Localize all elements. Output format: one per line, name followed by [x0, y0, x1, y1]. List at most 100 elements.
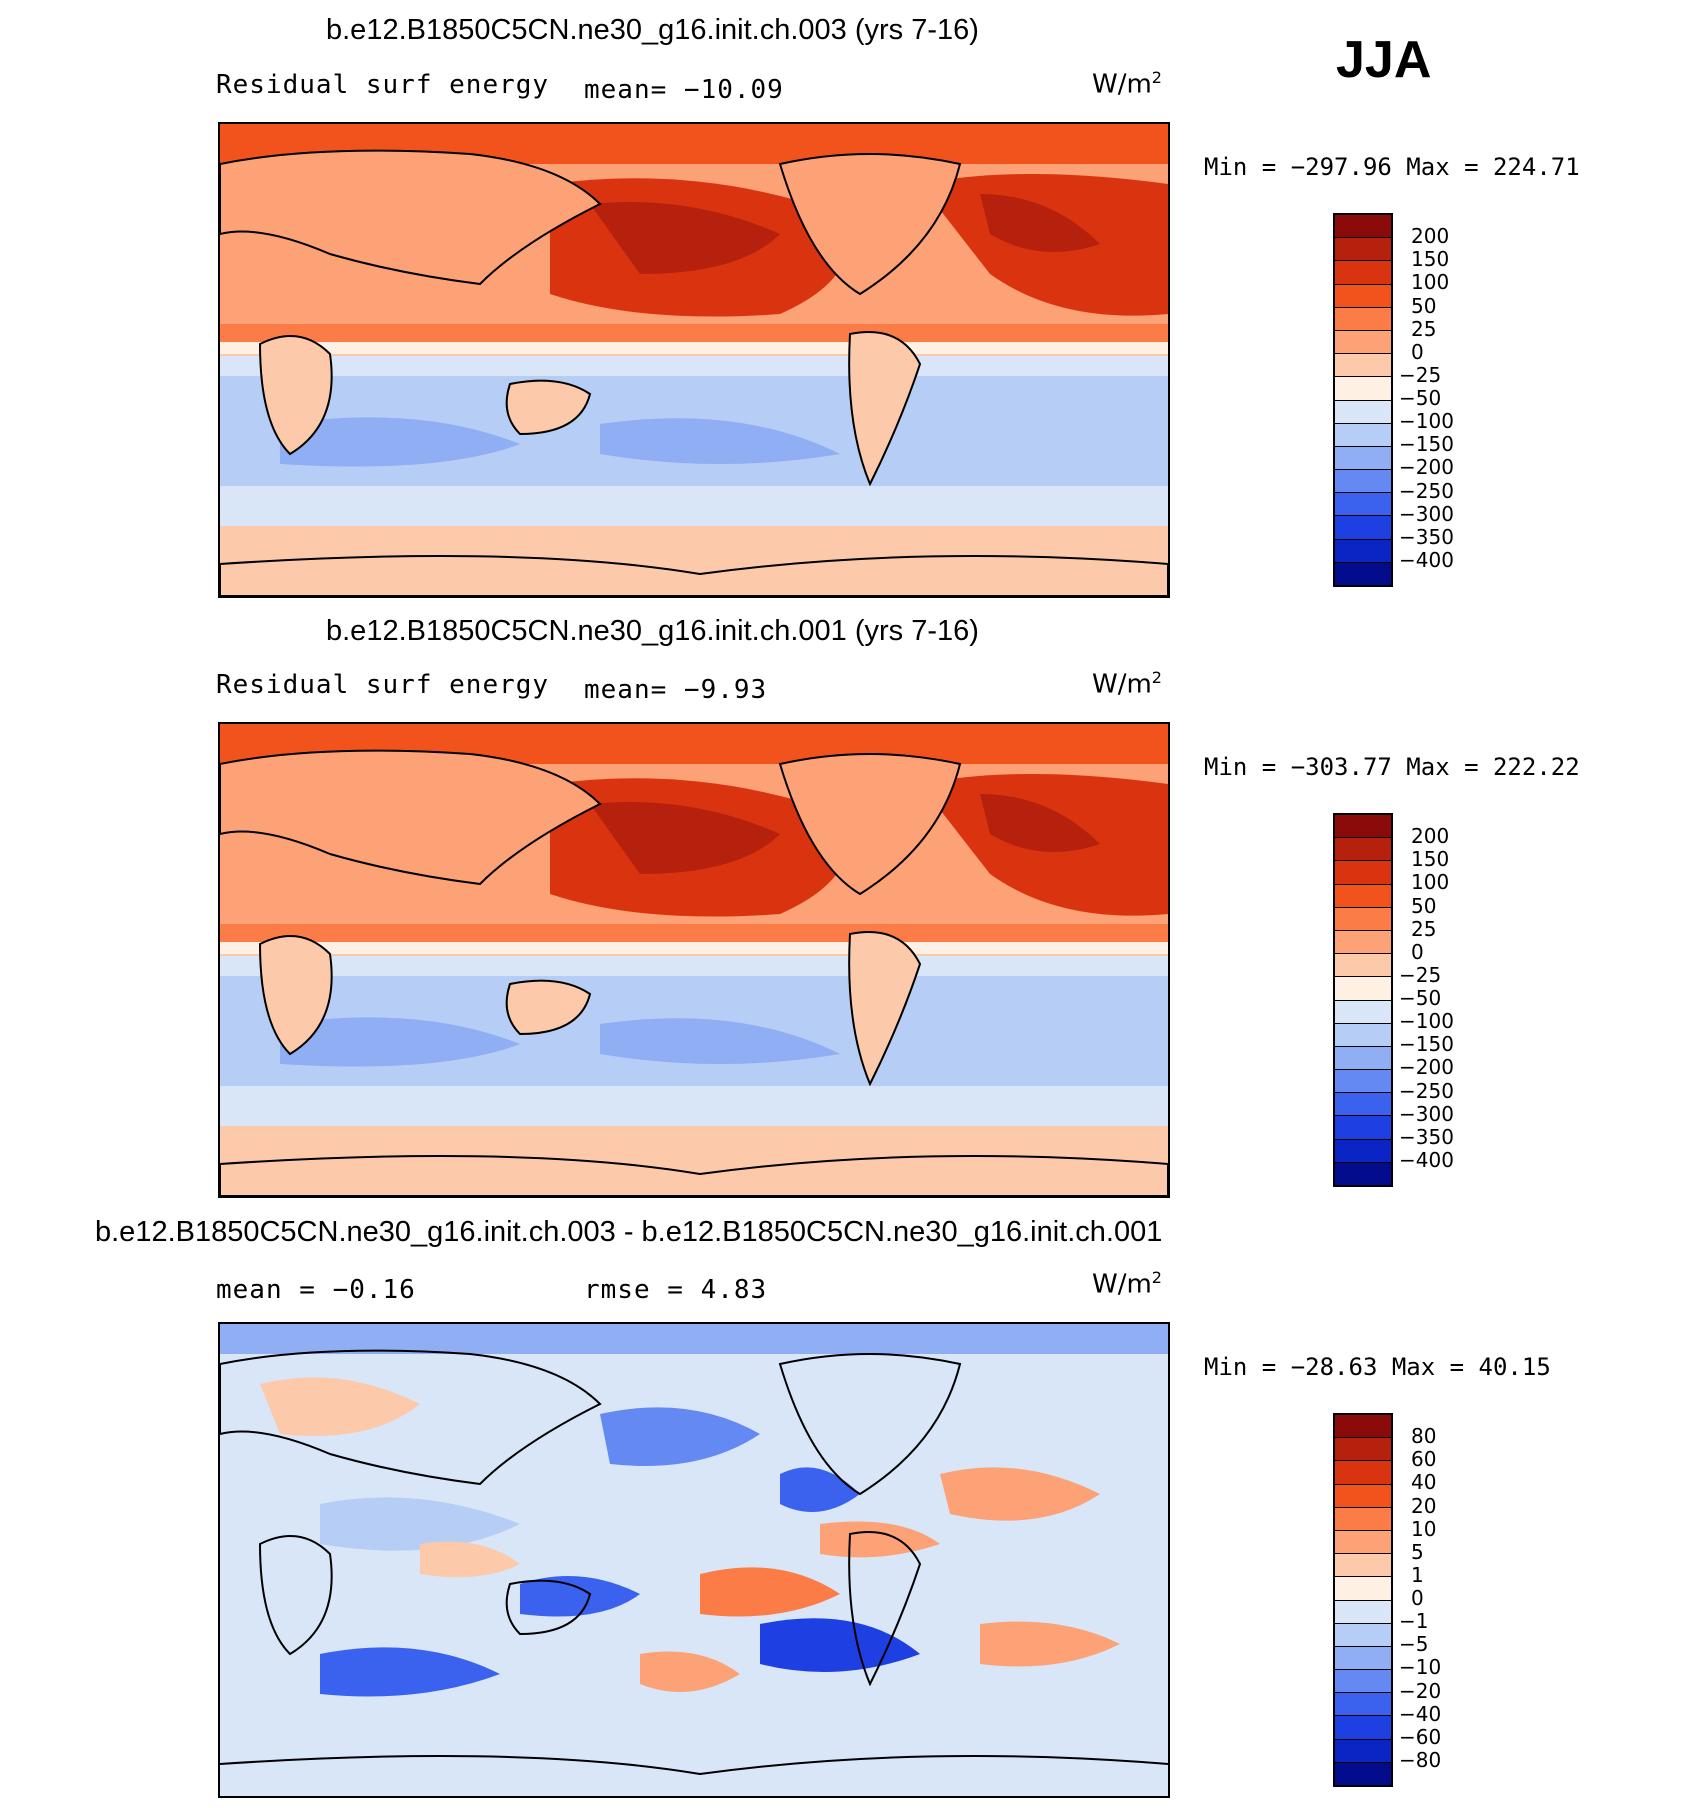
colorbar-label: 80: [1411, 1424, 1437, 1449]
colorbar-swatch: [1335, 1716, 1391, 1740]
panel2-units: W/m2: [1092, 668, 1162, 700]
colorbar-swatch: [1335, 470, 1391, 494]
colorbar-swatch: [1335, 1554, 1391, 1578]
colorbar-label: −50: [1399, 986, 1442, 1010]
colorbar-label: 100: [1411, 270, 1450, 295]
colorbar-swatch: [1335, 423, 1391, 447]
colorbar-swatch: [1335, 562, 1391, 585]
colorbar-label: 10: [1411, 1516, 1437, 1541]
colorbar-label: −150: [1399, 432, 1454, 457]
panel2-mean-label: mean= −9.93: [584, 675, 768, 705]
colorbar-label: 0: [1411, 939, 1424, 964]
colorbar-label: −200: [1399, 1055, 1454, 1080]
colorbar-label: −100: [1399, 1009, 1454, 1034]
colorbar-swatch: [1335, 1693, 1391, 1717]
colorbar-swatch: [1335, 446, 1391, 471]
colorbar-label: 50: [1411, 893, 1437, 918]
colorbar-label: −25: [1399, 962, 1442, 987]
panel2-map-graphic: [220, 724, 1168, 1196]
colorbar-label: 25: [1411, 316, 1437, 341]
panel3-minmax: Min = −28.63 Max = 40.15: [1204, 1353, 1551, 1381]
colorbar-swatch: [1335, 1577, 1391, 1601]
colorbar-label: −50: [1399, 386, 1442, 410]
colorbar-swatch: [1335, 1116, 1391, 1140]
panel2-colorbar-labels: 200 150 100 50 25 0 −25 −50 −100 −150 −200 −250 −300…: [1399, 813, 1499, 1183]
panel1-colorbar: [1333, 213, 1393, 587]
colorbar-label: 150: [1411, 247, 1450, 272]
panel2-field-label: Residual surf energy: [216, 670, 550, 700]
colorbar-swatch: [1335, 261, 1391, 285]
colorbar-label: 0: [1411, 339, 1424, 364]
colorbar-swatch: [1335, 354, 1391, 378]
colorbar-swatch: [1335, 1046, 1391, 1071]
colorbar-swatch: [1335, 1000, 1391, 1024]
panel1-field-label: Residual surf energy: [216, 70, 550, 100]
colorbar-label: −400: [1399, 1147, 1454, 1172]
colorbar-label: −300: [1399, 501, 1454, 526]
colorbar-label: 50: [1411, 293, 1437, 318]
colorbar-label: −60: [1399, 1724, 1442, 1749]
colorbar-label: −40: [1399, 1701, 1442, 1726]
colorbar-label: 200: [1411, 224, 1450, 249]
panel1-colorbar-labels: 200 150 100 50 25 0 −25 −50 −100 −150 −200 −250 −300…: [1399, 213, 1499, 583]
colorbar-label: 150: [1411, 847, 1450, 872]
colorbar-swatch: [1335, 1670, 1391, 1694]
colorbar-swatch: [1335, 516, 1391, 540]
colorbar-swatch: [1335, 954, 1391, 978]
panel3-map-graphic: [220, 1324, 1168, 1796]
colorbar-swatch: [1335, 1070, 1391, 1094]
colorbar-swatch: [1335, 1484, 1391, 1508]
colorbar-swatch: [1335, 1162, 1391, 1185]
colorbar-swatch: [1335, 493, 1391, 517]
panel3-mean-label: mean = −0.16: [216, 1275, 416, 1305]
colorbar-label: 40: [1411, 1470, 1437, 1495]
colorbar-label: −5: [1399, 1632, 1429, 1657]
colorbar-swatch: [1335, 1762, 1391, 1785]
colorbar-label: −1: [1399, 1609, 1429, 1634]
colorbar-swatch: [1335, 1600, 1391, 1624]
colorbar-label: −250: [1399, 1078, 1454, 1103]
colorbar-swatch: [1335, 400, 1391, 424]
colorbar-swatch: [1335, 1438, 1391, 1462]
colorbar-swatch: [1335, 1415, 1391, 1439]
colorbar-swatch: [1335, 1461, 1391, 1485]
panel3-colorbar: [1333, 1413, 1393, 1787]
colorbar-label: −350: [1399, 524, 1454, 549]
panel1-units: W/m2: [1092, 68, 1162, 100]
colorbar-label: −80: [1399, 1747, 1442, 1772]
colorbar-swatch: [1335, 1739, 1391, 1763]
colorbar-swatch: [1335, 1507, 1391, 1531]
colorbar-swatch: [1335, 884, 1391, 908]
colorbar-label: −350: [1399, 1124, 1454, 1149]
colorbar-swatch: [1335, 1139, 1391, 1163]
panel1-map-graphic: [220, 124, 1168, 596]
colorbar-swatch: [1335, 377, 1391, 401]
colorbar-swatch: [1335, 1623, 1391, 1647]
colorbar-swatch: [1335, 539, 1391, 563]
season-label: JJA: [1336, 31, 1432, 89]
colorbar-label: −300: [1399, 1101, 1454, 1126]
panel3-units: W/m2: [1092, 1268, 1162, 1300]
colorbar-swatch: [1335, 930, 1391, 955]
colorbar-swatch: [1335, 330, 1391, 355]
colorbar-swatch: [1335, 861, 1391, 885]
colorbar-label: −10: [1399, 1655, 1442, 1680]
colorbar-swatch: [1335, 815, 1391, 839]
colorbar-label: −25: [1399, 362, 1442, 387]
colorbar-label: 60: [1411, 1447, 1437, 1472]
colorbar-label: −400: [1399, 547, 1454, 572]
panel3-colorbar-labels: 80 60 40 20 10 5 1 0 −1 −5 −10 −20 −40 −60 −80: [1399, 1413, 1499, 1783]
colorbar-swatch: [1335, 215, 1391, 239]
colorbar-swatch: [1335, 838, 1391, 862]
panel2-title: b.e12.B1850C5CN.ne30_g16.init.ch.001 (yr…: [326, 615, 979, 647]
colorbar-label: 25: [1411, 916, 1437, 941]
colorbar-label: 0: [1411, 1586, 1424, 1610]
colorbar-swatch: [1335, 977, 1391, 1001]
colorbar-swatch: [1335, 907, 1391, 931]
panel3-rmse-label: rmse = 4.83: [584, 1275, 768, 1305]
panel3-map: [218, 1322, 1170, 1798]
colorbar-label: 1: [1411, 1562, 1424, 1587]
colorbar-label: 20: [1411, 1493, 1437, 1518]
colorbar-label: −100: [1399, 409, 1454, 434]
colorbar-swatch: [1335, 284, 1391, 308]
